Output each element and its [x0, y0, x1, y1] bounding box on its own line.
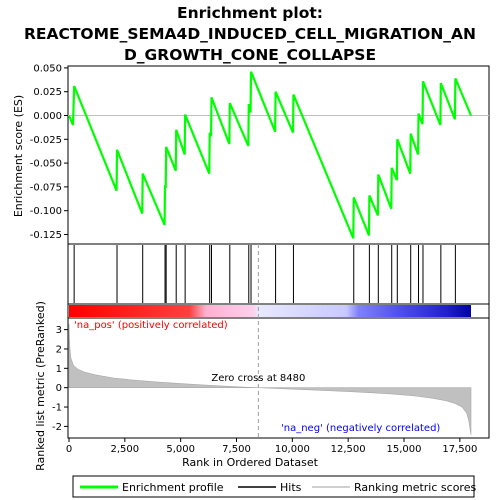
es-y-tick-label: -0.100 [30, 206, 62, 217]
hits-panel [67, 243, 490, 305]
metric-y-tick-label: 1 [56, 364, 62, 375]
metric-y-tick-label: -2 [52, 422, 62, 433]
x-tick-label: 15,000 [387, 444, 422, 455]
x-tick-label: 0 [66, 444, 72, 455]
metric-y-ticks: 3 2 1 0 -1 -2 [52, 325, 68, 433]
x-axis-label: Rank in Ordered Dataset [182, 456, 319, 469]
es-y-tick-label: 0.050 [33, 63, 62, 74]
x-tick-label: 12,500 [331, 444, 366, 455]
legend-hits: Hits [280, 481, 302, 494]
x-tick-label: 10,000 [275, 444, 310, 455]
es-y-tick-label: 0.025 [33, 87, 62, 98]
pos-label: 'na_pos' (positively correlated) [74, 320, 228, 331]
zero-cross-label: Zero cross at 8480 [211, 373, 305, 384]
es-y-tick-label: 0.000 [33, 111, 62, 122]
enrichment-profile-line [67, 71, 473, 239]
metric-panel: 3 2 1 0 -1 -2 'na_pos' (positively correlated… [52, 244, 490, 439]
x-tick-label: 7,500 [222, 444, 251, 455]
metric-plot-frame [67, 317, 490, 439]
title-line-2: REACTOME_SEMA4D_INDUCED_CELL_MIGRATION_A… [24, 25, 476, 43]
metric-y-tick-label: 3 [56, 325, 62, 336]
es-y-tick-label: -0.075 [30, 182, 62, 193]
legend: Enrichment profile Hits Ranking metric s… [72, 475, 476, 498]
es-y-ticks: 0.050 0.025 0.000 -0.025 -0.050 -0.075 -0.100 -… [30, 63, 68, 241]
metric-y-tick-label: -1 [52, 403, 62, 414]
es-y-tick-label: -0.125 [30, 230, 62, 241]
x-tick-label: 17,500 [442, 444, 477, 455]
title-line-3: D_GROWTH_CONE_COLLAPSE [124, 46, 376, 64]
x-tick-label: 5,000 [166, 444, 195, 455]
x-tick-label: 2,500 [111, 444, 140, 455]
metric-y-axis-label: Ranked list metric (PreRanked) [34, 301, 47, 471]
es-y-tick-label: -0.050 [30, 159, 62, 170]
x-axis: 0 2,500 5,000 7,500 10,000 12,500 15,000 17,500 [66, 438, 477, 455]
rank-color-bar [69, 305, 471, 317]
es-y-axis-label: Enrichment score (ES) [12, 95, 25, 217]
legend-ranking-metric: Ranking metric scores [354, 481, 476, 494]
es-y-tick-label: -0.025 [30, 135, 62, 146]
metric-y-tick-label: 2 [56, 344, 62, 355]
neg-label: 'na_neg' (negatively correlated) [281, 423, 440, 434]
metric-y-tick-label: 0 [56, 383, 62, 394]
es-panel: 0.050 0.025 0.000 -0.025 -0.050 -0.075 -0.100 -… [30, 63, 490, 245]
es-plot-frame [67, 65, 490, 245]
title-line-1: Enrichment plot: [177, 4, 323, 22]
hit-lines [73, 245, 456, 303]
rank-color-bar-panel [67, 303, 490, 319]
ranking-metric-area [68, 323, 472, 436]
legend-enrichment-profile: Enrichment profile [122, 481, 224, 494]
hits-frame [67, 243, 490, 305]
